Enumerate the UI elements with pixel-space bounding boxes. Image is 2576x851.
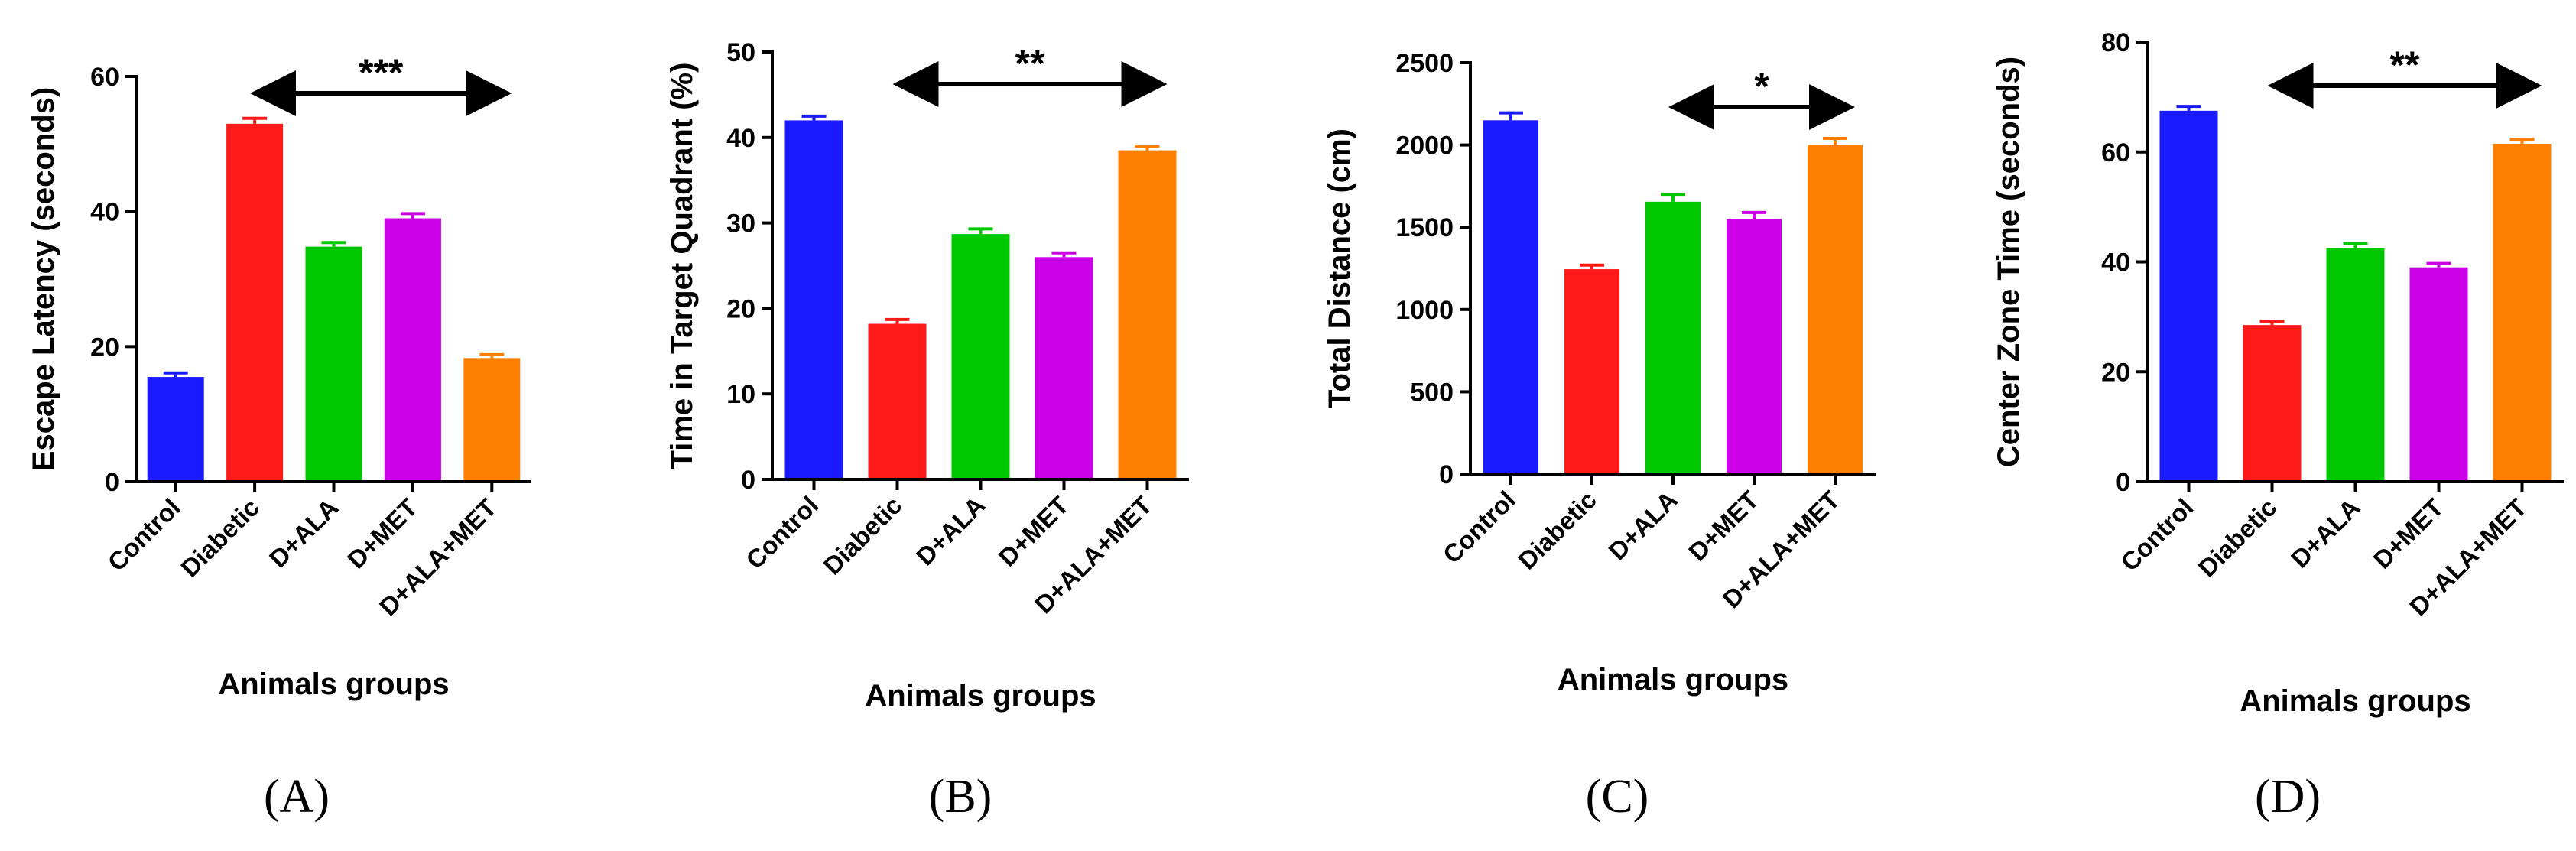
x-category-label: Diabetic xyxy=(1512,486,1602,575)
y-tick-label: 0 xyxy=(1439,460,1454,489)
y-axis-title: Center Zone Time (seconds) xyxy=(1992,57,2025,467)
y-tick-label: 60 xyxy=(90,63,119,92)
y-tick-label: 0 xyxy=(105,468,119,497)
x-category-label: Control xyxy=(740,491,823,574)
x-category-label: Diabetic xyxy=(175,493,265,583)
bar-control xyxy=(147,377,204,482)
bar-d-ala xyxy=(951,234,1010,479)
y-tick-label: 40 xyxy=(2101,248,2130,278)
y-axis-title: Total Distance (cm) xyxy=(1323,128,1356,408)
significance-label: ** xyxy=(2390,44,2420,86)
y-tick-label: 500 xyxy=(1410,378,1454,407)
x-category-label: Control xyxy=(102,493,186,577)
x-category-label: D+ALA xyxy=(1603,486,1683,566)
bar-d-ala-met xyxy=(1118,150,1177,479)
bar-diabetic xyxy=(226,123,284,482)
y-tick-label: 50 xyxy=(726,38,755,67)
x-category-label: Diabetic xyxy=(818,491,908,580)
chart-panel-a: 0204060ControlDiabeticD+ALAD+METD+ALA+ME… xyxy=(27,51,531,823)
y-tick-label: 0 xyxy=(2116,468,2130,497)
bar-control xyxy=(784,120,843,479)
y-tick-label: 40 xyxy=(726,124,755,153)
significance-label: * xyxy=(1754,65,1769,108)
y-tick-label: 40 xyxy=(90,198,119,227)
x-category-label: D+ALA xyxy=(264,493,344,573)
bar-d-met xyxy=(1035,257,1093,479)
panel-label: (B) xyxy=(929,771,992,823)
x-axis-title: Animals groups xyxy=(1558,663,1788,697)
significance-label: *** xyxy=(359,51,404,94)
x-axis-title: Animals groups xyxy=(218,667,449,701)
y-axis-title: Time in Target Quadrant (%) xyxy=(665,63,699,469)
y-tick-label: 0 xyxy=(741,466,755,495)
y-tick-label: 1000 xyxy=(1395,296,1454,325)
significance-label: ** xyxy=(1015,42,1045,85)
x-category-label: Control xyxy=(1437,486,1521,569)
x-category-label: D+MET xyxy=(993,491,1074,572)
y-tick-label: 1500 xyxy=(1395,213,1454,242)
x-category-label: D+ALA xyxy=(2285,493,2366,573)
y-tick-label: 60 xyxy=(2101,138,2130,167)
bar-diabetic xyxy=(1564,269,1619,474)
y-tick-label: 10 xyxy=(726,380,755,409)
bar-control xyxy=(2159,110,2218,482)
x-category-label: D+MET xyxy=(2368,493,2449,574)
y-tick-label: 2500 xyxy=(1395,49,1454,78)
y-axis-title: Escape Latency (seconds) xyxy=(27,87,60,471)
y-tick-label: 20 xyxy=(726,294,755,323)
x-category-label: D+MET xyxy=(1683,486,1764,567)
x-category-label: Diabetic xyxy=(2193,493,2282,583)
y-tick-label: 20 xyxy=(2101,358,2130,387)
panel-label: (C) xyxy=(1586,771,1649,823)
y-tick-label: 80 xyxy=(2101,28,2130,57)
bar-d-ala-met xyxy=(1808,145,1863,474)
bar-diabetic xyxy=(868,323,927,479)
x-axis-title: Animals groups xyxy=(2240,684,2470,718)
bar-d-ala xyxy=(1645,201,1701,474)
bar-d-met xyxy=(1727,219,1782,474)
bar-d-ala-met xyxy=(463,358,521,482)
x-category-label: Control xyxy=(2115,493,2198,577)
bar-d-ala-met xyxy=(2493,143,2552,482)
y-tick-label: 2000 xyxy=(1395,132,1454,161)
panel-label: (A) xyxy=(264,771,330,823)
y-tick-label: 30 xyxy=(726,210,755,239)
x-axis-title: Animals groups xyxy=(865,679,1096,713)
x-category-label: D+ALA xyxy=(911,491,991,571)
panel-label: (D) xyxy=(2255,771,2321,823)
bar-d-ala xyxy=(2326,248,2385,482)
bar-diabetic xyxy=(2243,325,2302,482)
x-category-label: D+MET xyxy=(342,493,423,574)
bar-control xyxy=(1483,120,1538,474)
bar-d-met xyxy=(2409,267,2468,482)
bar-d-met xyxy=(384,218,441,482)
y-tick-label: 20 xyxy=(90,333,119,362)
bar-d-ala xyxy=(305,246,362,482)
